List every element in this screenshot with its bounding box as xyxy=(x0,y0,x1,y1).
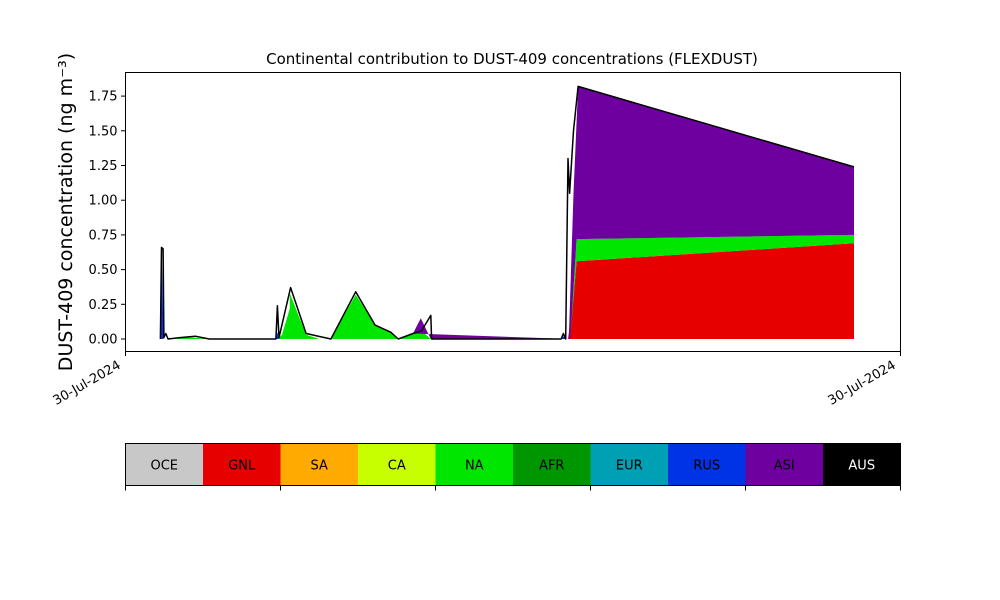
y-axis-label: DUST-409 concentration (ng m⁻³) xyxy=(55,53,77,371)
legend-swatch-oce xyxy=(125,443,204,486)
y-tick-label: 1.75 xyxy=(89,90,118,105)
y-tick-label: 1.50 xyxy=(89,124,118,139)
x-axis: 30-Jul-2024 30-Jul-2024 xyxy=(51,351,901,409)
legend-label-eur: EUR xyxy=(616,459,643,474)
legend-label-afr: AFR xyxy=(539,459,564,474)
legend-label-asi: ASI xyxy=(774,459,795,474)
legend-swatch-rus xyxy=(668,443,746,486)
legend-frame xyxy=(125,443,901,486)
legend-swatch-aus xyxy=(823,443,901,486)
x-tick-label: 30-Jul-2024 xyxy=(826,358,899,409)
y-tick-label: 1.25 xyxy=(89,159,118,174)
area-na xyxy=(162,234,854,339)
legend-swatch-gnl xyxy=(203,443,281,486)
area-gnl xyxy=(161,243,854,339)
y-axis: 0.00 0.25 0.50 0.75 1.00 1.25 1.50 1.75 xyxy=(89,90,126,348)
legend-swatch-asi xyxy=(745,443,824,486)
legend-swatch-ca xyxy=(358,443,436,486)
legend-label-sa: SA xyxy=(311,459,328,474)
y-tick-label: 0.00 xyxy=(89,333,118,348)
total-outline xyxy=(159,85,855,340)
legend-colorbar: OCE GNL SA CA NA AFR EUR RUS ASI AUS xyxy=(125,443,901,491)
plot-area xyxy=(159,85,855,340)
y-tick-label: 0.50 xyxy=(89,263,118,278)
legend-label-aus: AUS xyxy=(848,459,875,474)
legend-label-gnl: GNL xyxy=(228,459,256,474)
plot-frame xyxy=(125,72,901,352)
legend-label-oce: OCE xyxy=(150,459,178,474)
legend-label-na: NA xyxy=(465,459,484,474)
legend-label-ca: CA xyxy=(388,459,406,474)
y-tick-label: 0.25 xyxy=(89,298,118,313)
legend-swatch-eur xyxy=(590,443,669,486)
legend-label-rus: RUS xyxy=(693,459,720,474)
legend-swatch-afr xyxy=(513,443,591,486)
y-tick-label: 0.75 xyxy=(89,228,118,243)
y-tick-label: 1.00 xyxy=(89,194,118,209)
area-asi xyxy=(413,86,854,340)
chart-title: Continental contribution to DUST-409 con… xyxy=(266,50,758,68)
legend-swatch-na xyxy=(435,443,514,486)
legend-swatch-sa xyxy=(280,443,359,486)
